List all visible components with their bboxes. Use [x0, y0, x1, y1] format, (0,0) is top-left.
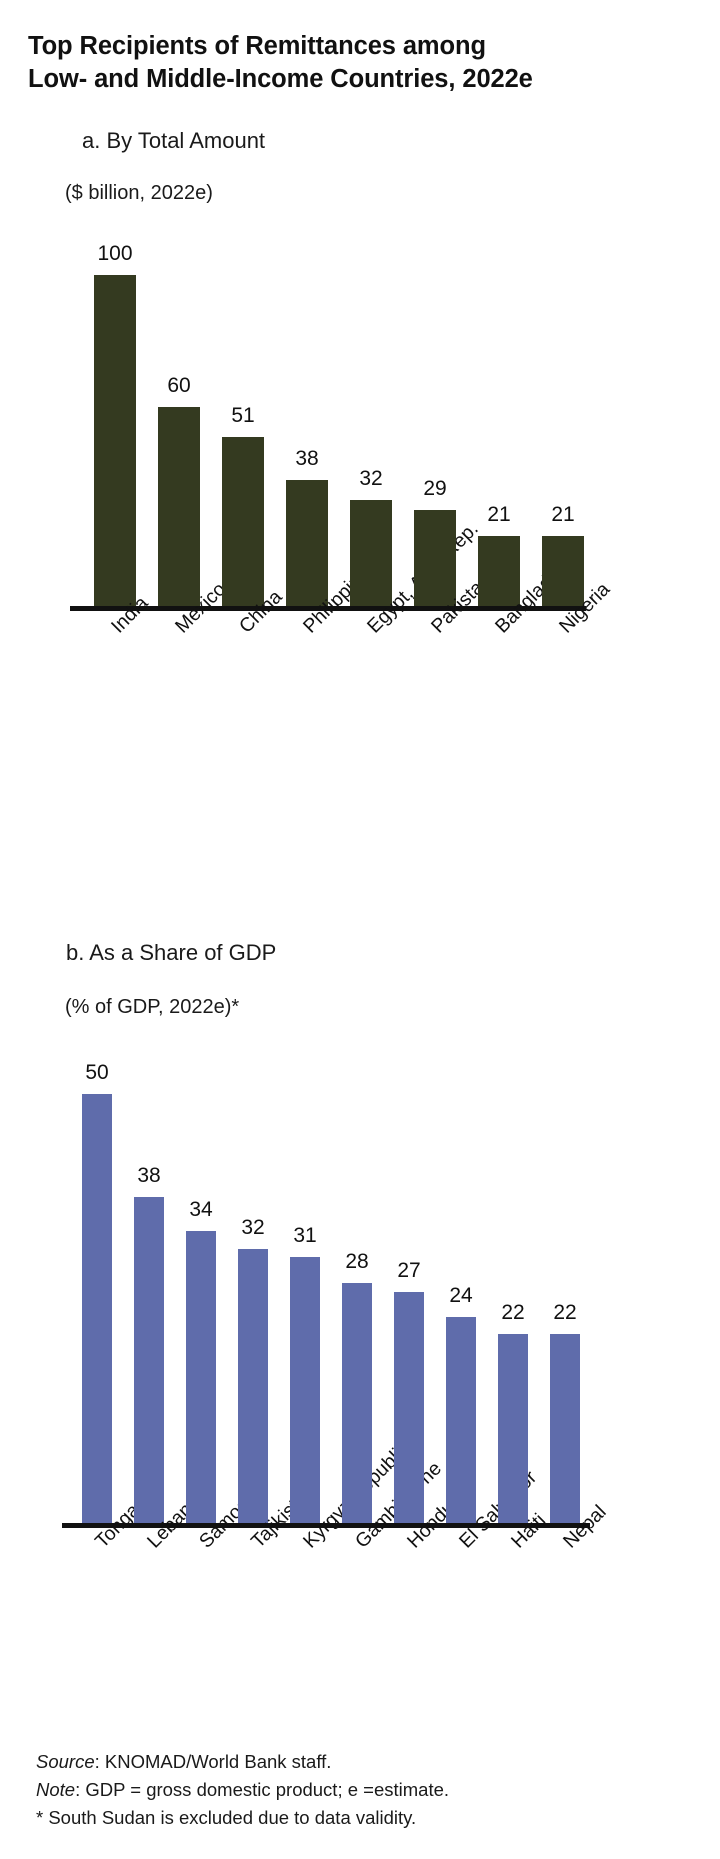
note-text: : GDP = gross domestic product; e =estim… [75, 1779, 450, 1801]
bar-value-label: 21 [487, 503, 511, 527]
bar-bangladesh [478, 536, 520, 606]
bar-lebanon [134, 1197, 164, 1523]
figure-title: Top Recipients of Remittances among Low-… [28, 30, 698, 95]
bar-value-label: 27 [397, 1258, 421, 1282]
bar-tajikistan [238, 1248, 268, 1523]
bar-china [222, 436, 264, 606]
bar-value-label: 38 [295, 447, 319, 471]
chart-panel-share-of-gdp: 50 Tonga 38 Lebanon 34 Samoa 32 Tajikistan 31 Kyr… [62, 1060, 611, 1700]
bar-value-label: 32 [359, 466, 383, 490]
bar-gambia-the [342, 1282, 372, 1523]
bar-value-label: 38 [137, 1164, 161, 1188]
panel-a-heading: a. By Total Amount [82, 128, 266, 153]
figure-title-line-2: Low- and Middle-Income Countries, 2022e [28, 64, 533, 93]
bar-nepal [550, 1334, 580, 1523]
figure-footnotes: Source: KNOMAD/World Bank staff. Note: G… [36, 1748, 696, 1832]
bar-pakistan [414, 509, 456, 606]
bar-value-label: 32 [241, 1215, 265, 1239]
figure-title-line-1: Top Recipients of Remittances among [28, 32, 486, 60]
bar-value-label: 24 [449, 1284, 473, 1308]
chart-panel-by-total-amount: 100 India 60 Mexico 51 China 38 Philippines 32 Eg… [70, 242, 614, 868]
x-axis-line [70, 606, 586, 611]
bar-value-label: 34 [189, 1198, 213, 1222]
panel-b-heading: b. As a Share of GDP [66, 940, 277, 965]
bar-value-label: 51 [231, 403, 255, 427]
bar-kyrgyz-republic [290, 1257, 320, 1523]
panel-b-units: (% of GDP, 2022e)* [65, 996, 240, 1018]
source-label: Source [36, 1751, 95, 1772]
note-label: Note [36, 1779, 76, 1801]
panel-a-units: ($ billion, 2022e) [65, 182, 213, 204]
footnote-note: Note: GDP = gross domestic product; e =e… [36, 1776, 696, 1804]
bar-samoa [186, 1231, 216, 1523]
bar-value-label: 22 [553, 1301, 577, 1325]
footnote-source: Source: KNOMAD/World Bank staff. [36, 1748, 696, 1776]
bar-value-label: 100 [97, 241, 133, 265]
x-axis-line [62, 1523, 590, 1528]
bar-philippines [286, 480, 328, 606]
bar-egypt-arab-rep [350, 499, 392, 606]
bar-honduras [394, 1291, 424, 1523]
bar-value-label: 60 [167, 374, 191, 398]
bar-mexico [158, 407, 200, 606]
plot-area-b: 50 Tonga 38 Lebanon 34 Samoa 32 Tajikistan 31 Kyr… [62, 1060, 611, 1553]
footnote-asterisk: * South Sudan is excluded due to data va… [36, 1807, 417, 1829]
bar-el-salvador [446, 1317, 476, 1523]
plot-area-a: 100 India 60 Mexico 51 China 38 Philippines 32 Eg… [70, 242, 614, 638]
bar-value-label: 50 [85, 1061, 109, 1085]
bar-value-label: 22 [501, 1301, 525, 1325]
bar-india [94, 274, 136, 606]
bar-haiti [498, 1334, 528, 1523]
bar-tonga [82, 1094, 112, 1523]
bar-value-label: 21 [551, 503, 575, 527]
bar-value-label: 31 [293, 1224, 317, 1248]
bar-value-label: 28 [345, 1249, 369, 1273]
bar-nigeria [542, 536, 584, 606]
bar-value-label: 29 [423, 476, 447, 500]
source-text: : KNOMAD/World Bank staff. [94, 1751, 332, 1772]
